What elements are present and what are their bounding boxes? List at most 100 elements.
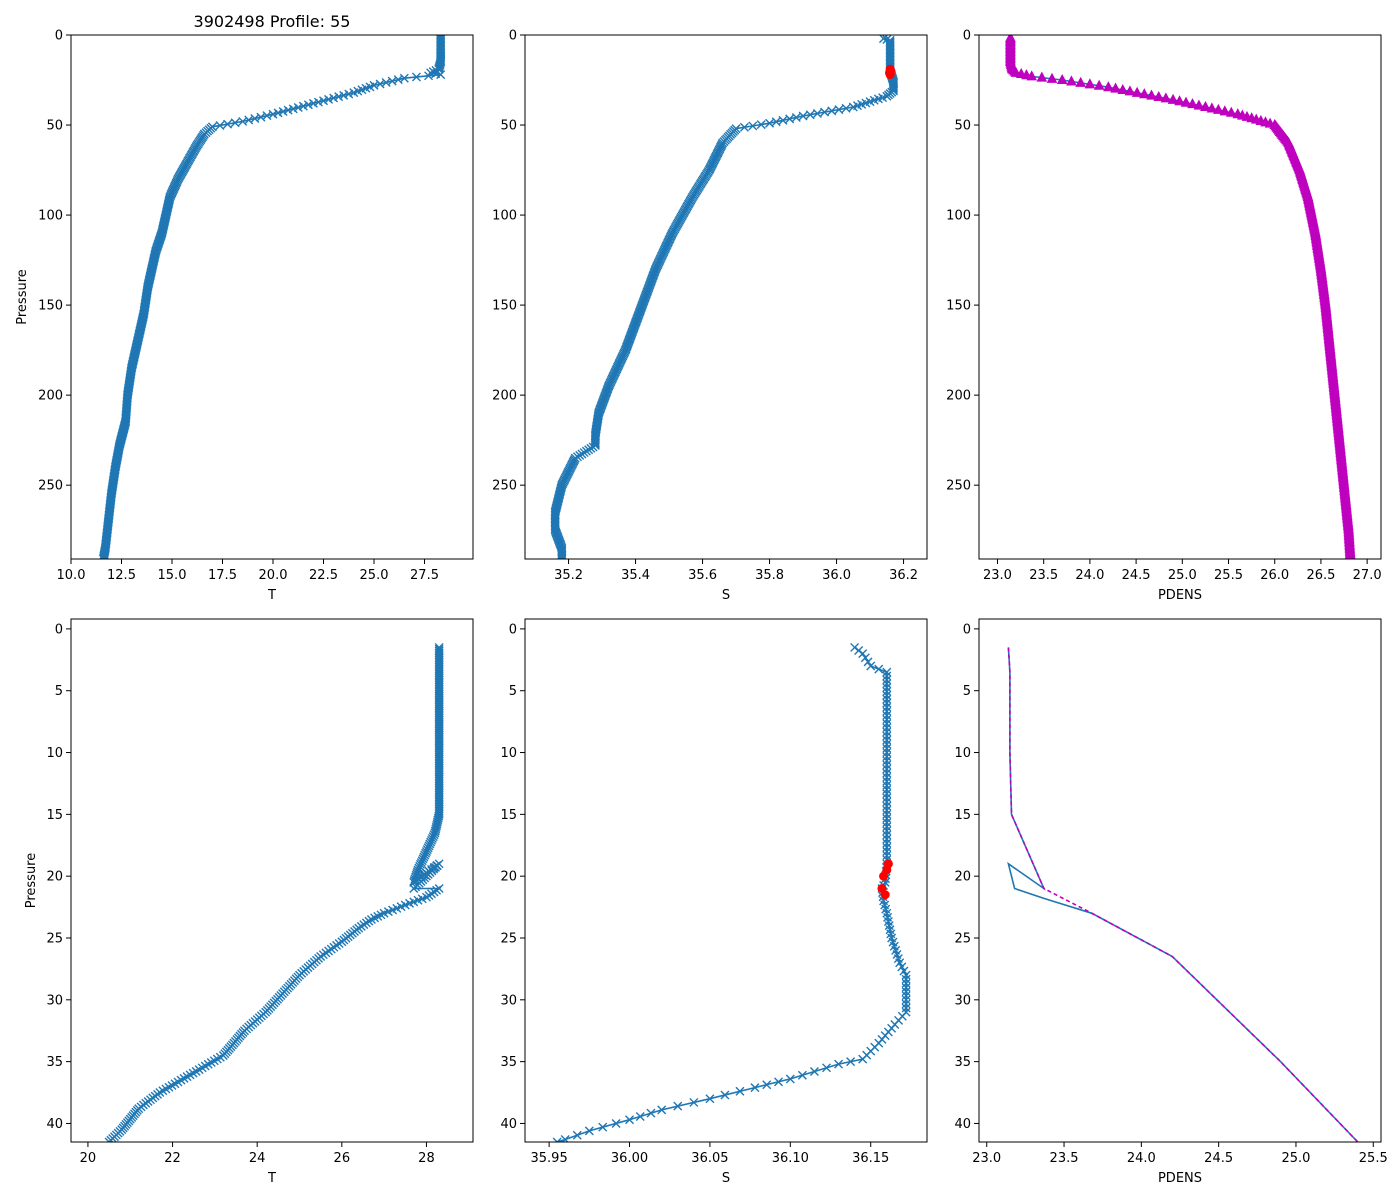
top-temperature-data-point (215, 120, 225, 130)
top-density-data-point (1213, 103, 1224, 114)
top-temperature-y-axis-label: Pressure (15, 269, 30, 325)
top-salinity-y-tick-label: 250 (492, 479, 517, 494)
bottom-salinity-data-point (882, 801, 892, 811)
top-density-frame (978, 34, 1382, 560)
top-density-y-tick-label: 50 (954, 119, 971, 134)
bottom-density-y-tick-label: 25 (954, 931, 971, 946)
bottom-salinity-data-point (882, 748, 892, 758)
top-temperature-plot-area (98, 35, 446, 559)
top-salinity-data-point (827, 106, 837, 116)
top-temperature-data-point (303, 100, 313, 110)
bottom-salinity-data-point (882, 797, 892, 807)
top-density-y-tick-label: 0 (963, 29, 971, 44)
top-salinity-data-point (812, 108, 822, 118)
bottom-temperature-y-axis-label: Pressure (24, 853, 39, 909)
top-density-x-tick-label: 24.5 (1122, 568, 1151, 583)
top-temperature-data-point (238, 116, 248, 126)
bottom-salinity-data-point (882, 822, 892, 832)
bottom-salinity-data-point (860, 653, 870, 663)
top-density-data-point (1347, 552, 1354, 559)
top-salinity-data-point (557, 554, 567, 559)
bottom-density-x-tick-label: 24.5 (1204, 1151, 1233, 1166)
bottom-salinity-y-tick-label: 40 (500, 1117, 517, 1132)
bottom-salinity-data-point (882, 710, 892, 720)
top-temperature-data-point (99, 553, 109, 559)
top-density-y-tick-label: 200 (946, 389, 971, 404)
bottom-density-x-tick-label: 23.0 (972, 1151, 1001, 1166)
top-temperature-y-tick-label: 150 (38, 299, 63, 314)
top-salinity-y-tick-label: 150 (492, 299, 517, 314)
top-temperature-y-tick-label: 0 (55, 29, 63, 44)
top-density-data-point (1075, 76, 1086, 87)
top-density-x-axis-label: PDENS (1158, 588, 1202, 603)
top-salinity-data-point (778, 115, 788, 125)
bottom-salinity-data-point (882, 739, 892, 749)
top-temperature-data-point (298, 101, 308, 111)
top-temperature-data-point (436, 70, 446, 80)
top-density-data-point (1026, 70, 1038, 81)
top-temperature-data-point (411, 72, 421, 82)
top-density-data-point (1193, 99, 1205, 110)
top-temperature-data-point (424, 71, 434, 81)
top-salinity-data-point (756, 120, 766, 130)
top-temperature-data-point (313, 97, 323, 107)
top-temperature-data-point (283, 105, 293, 115)
bottom-temperature-data-point (409, 884, 419, 894)
bottom-temperature-frame (70, 618, 474, 1143)
bottom-salinity-data-point (882, 842, 892, 852)
bottom-salinity-flagged-point (879, 871, 889, 881)
bottom-temperature-x-axis-label: T (267, 1171, 276, 1186)
bottom-salinity-data-point (882, 846, 892, 856)
bottom-salinity-data-point (882, 818, 892, 828)
bottom-density-y-tick-label: 15 (954, 808, 971, 823)
bottom-salinity-flagged-point (880, 890, 890, 900)
top-temperature-data-point (293, 102, 303, 112)
bottom-density-plot-area (1007, 647, 1359, 1142)
top-density-x-tick-label: 23.0 (983, 568, 1012, 583)
bottom-salinity-data-point (785, 1074, 795, 1084)
bottom-salinity-x-tick-label: 36.00 (611, 1151, 648, 1166)
bottom-salinity-data-point (901, 970, 911, 980)
bottom-salinity-data-point (882, 698, 892, 708)
top-temperature-y-tick-label: 50 (46, 119, 63, 134)
bottom-salinity-data-point (882, 719, 892, 729)
bottom-salinity-y-tick-label: 25 (500, 931, 517, 946)
top-temperature-data-point (98, 554, 108, 559)
top-salinity-flagged-point (885, 70, 895, 80)
top-temperature-data-point (273, 108, 283, 118)
top-salinity-frame (524, 34, 928, 560)
bottom-temperature-plot-area (104, 642, 444, 1142)
top-density-data-point (1174, 95, 1185, 106)
bottom-salinity-data-point (882, 809, 892, 819)
top-density-x-tick-label: 26.0 (1260, 568, 1289, 583)
bottom-salinity-data-point (882, 813, 892, 823)
bottom-salinity-data-point (882, 760, 892, 770)
bottom-salinity-data-point (882, 723, 892, 733)
top-temperature-data-point (434, 64, 444, 74)
top-density-data-point (1187, 98, 1198, 109)
bottom-salinity-data-point (882, 764, 892, 774)
top-salinity-y-tick-label: 200 (492, 389, 517, 404)
top-temperature-data-point (319, 96, 329, 106)
top-density-x-tick-label: 27.0 (1353, 568, 1382, 583)
bottom-density-x-tick-label: 24.0 (1127, 1151, 1156, 1166)
bottom-salinity-data-point (901, 999, 911, 1009)
bottom-salinity-data-point (646, 1108, 656, 1118)
top-density-data-point (1200, 100, 1211, 112)
top-temperature-y-tick-label: 250 (38, 479, 63, 494)
top-temperature-frame (70, 34, 474, 560)
top-temperature-data-point (308, 98, 318, 108)
bottom-salinity-frame (524, 618, 928, 1143)
bottom-salinity-data-point (874, 664, 884, 674)
top-salinity-y-tick-label: 0 (509, 29, 517, 44)
bottom-salinity-data-point (901, 974, 911, 984)
bottom-salinity-data-point (882, 781, 892, 790)
bottom-temperature-x-tick-label: 22 (164, 1151, 181, 1166)
top-density-data-point (1153, 90, 1165, 102)
bottom-temperature-y-tick-label: 35 (46, 1055, 63, 1070)
bottom-salinity-data-point (882, 735, 892, 745)
bottom-density-y-tick-label: 35 (954, 1055, 971, 1070)
top-density-x-tick-label: 23.5 (1029, 568, 1058, 583)
bottom-salinity-data-point (882, 727, 892, 737)
bottom-salinity-data-point (809, 1067, 819, 1077)
